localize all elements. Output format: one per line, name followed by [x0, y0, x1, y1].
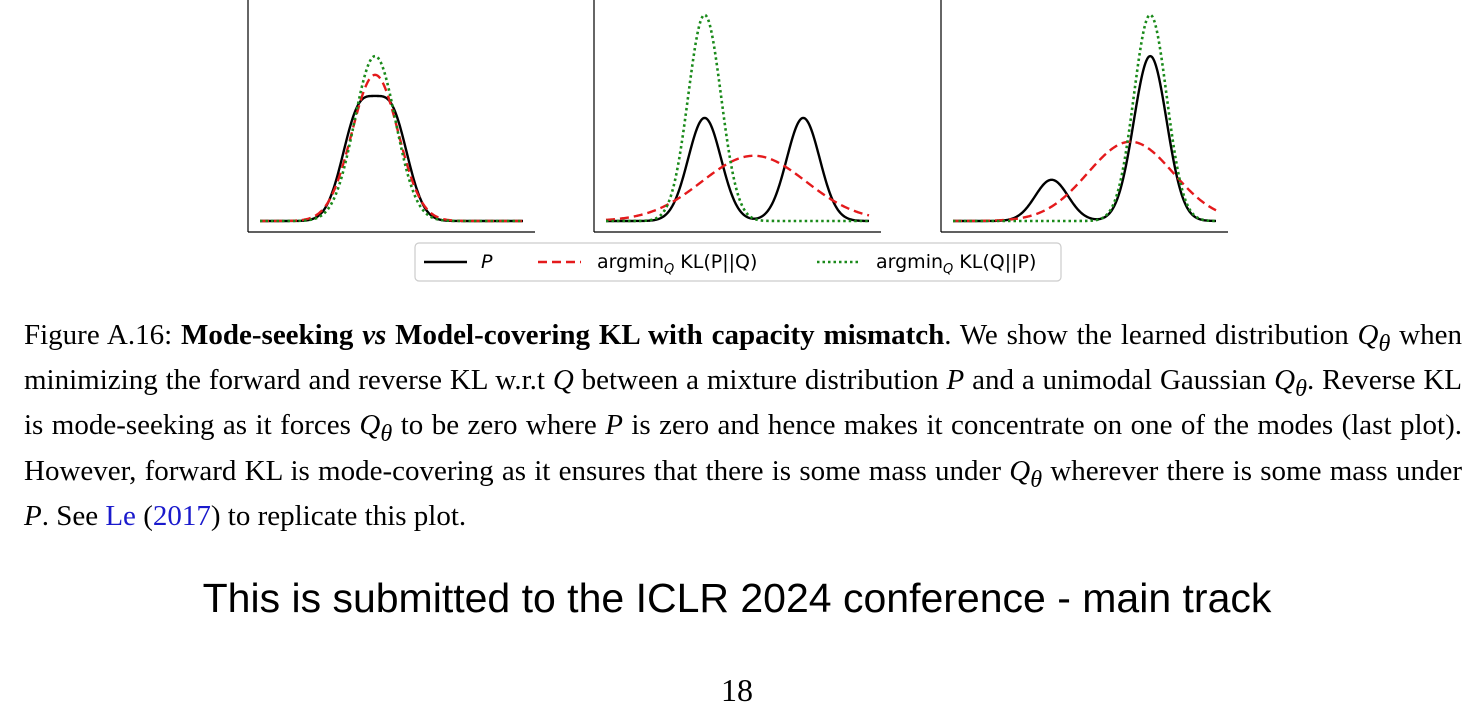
- subplot-1-reverse-kl-curve: [260, 54, 523, 223]
- math-q: Q: [552, 364, 574, 397]
- legend-label-reverse-kl: argminQ KL(Q||P): [876, 251, 1036, 277]
- math-q: Q: [359, 409, 381, 442]
- subplot-2: [593, 0, 881, 233]
- legend-label-forward-kl: argminQ KL(P||Q): [597, 251, 757, 277]
- subplot-3-reverse-kl-curve: [953, 13, 1217, 223]
- caption-title-vs: vs: [362, 319, 387, 351]
- subplot-3: [940, 0, 1228, 233]
- caption-title-part1: Mode-seeking: [181, 319, 363, 351]
- citation-author-link[interactable]: Le: [105, 499, 136, 532]
- subplot-3-forward-kl-curve: [952, 140, 1217, 223]
- subplot-2-p-curve: [606, 116, 870, 223]
- caption-label: Figure A.16:: [24, 319, 181, 351]
- subplot-3-p-curve: [953, 54, 1217, 223]
- math-p: P: [946, 364, 965, 397]
- figure-caption: Figure A.16: Mode-seeking vs Model-cover…: [24, 319, 1463, 532]
- subplot-1-p-curve: [260, 94, 523, 223]
- legend-label-p: P: [481, 251, 493, 273]
- subplot-1: [247, 0, 535, 233]
- caption-title-part2: Model-covering KL with capacity mismatch: [386, 319, 945, 351]
- math-p: P: [24, 499, 42, 532]
- conference-banner: This is submitted to the ICLR 2024 confe…: [202, 575, 1272, 621]
- subplot-2-forward-kl-curve: [605, 154, 870, 222]
- subplot-1-forward-kl-curve: [260, 73, 523, 223]
- legend: P argminQ KL(P||Q) argminQ KL(Q||P): [414, 242, 1062, 282]
- figure-canvas: P argminQ KL(P||Q) argminQ KL(Q||P): [247, 0, 1228, 282]
- math-q: Q: [1357, 319, 1379, 351]
- math-q: Q: [1009, 454, 1031, 487]
- subplot-2-reverse-kl-curve: [606, 13, 869, 223]
- citation-year-link[interactable]: 2017: [152, 499, 211, 532]
- math-q: Q: [1274, 364, 1296, 397]
- page-number: 18: [721, 672, 753, 708]
- math-p: P: [605, 409, 623, 442]
- figure-kl-plots: P argminQ KL(P||Q) argminQ KL(Q||P): [0, 0, 1474, 290]
- legend-box: [414, 242, 1062, 282]
